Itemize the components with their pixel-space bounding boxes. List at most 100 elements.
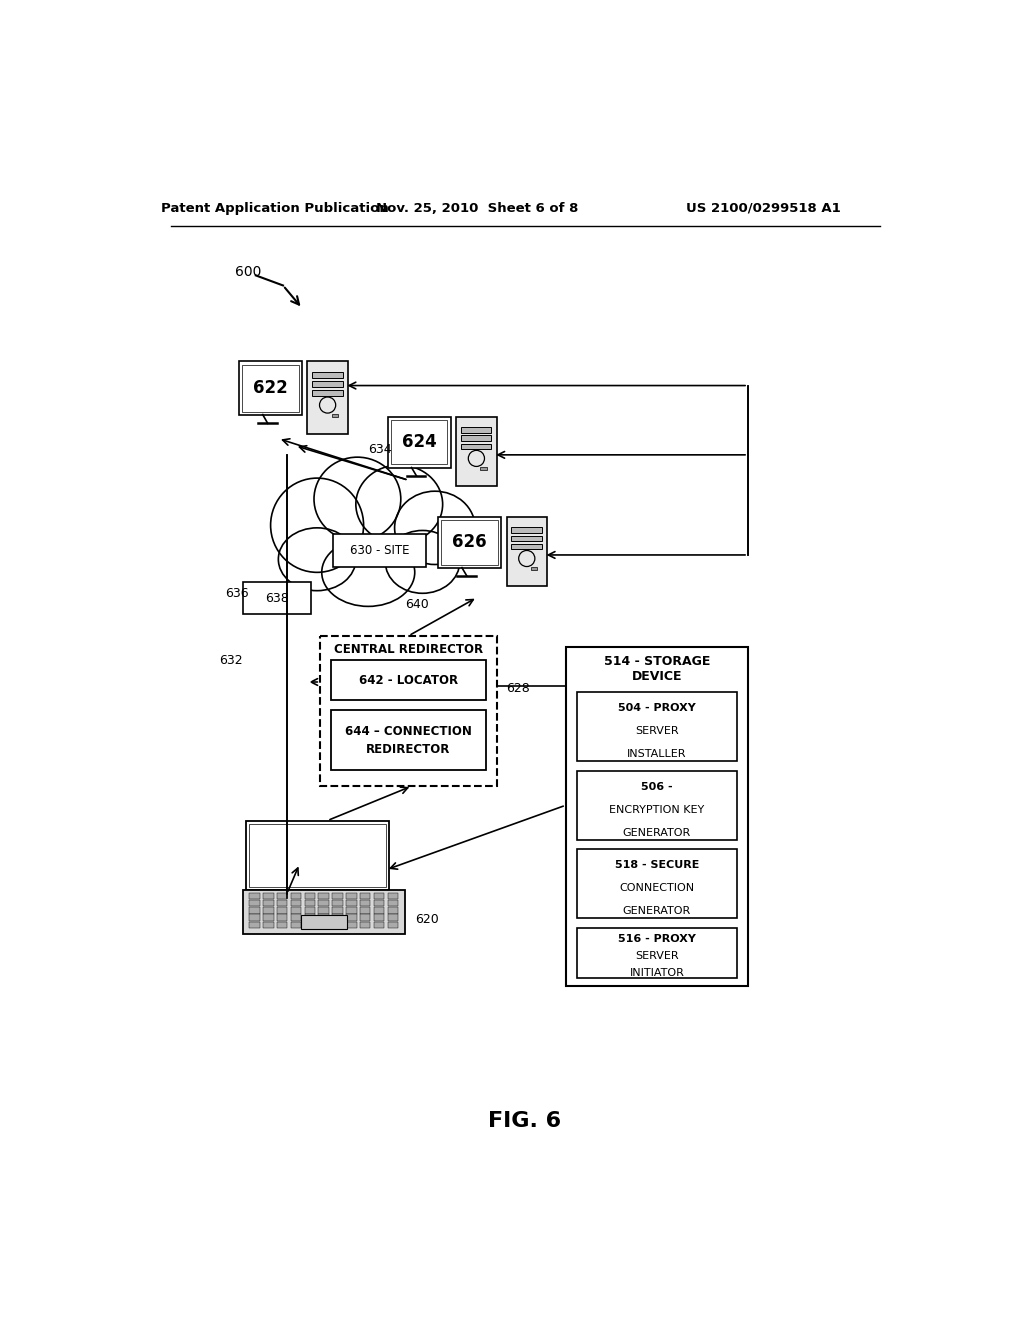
Bar: [577, 771, 737, 840]
Text: 516 - PROXY: 516 - PROXY: [618, 935, 696, 944]
Bar: [307, 362, 348, 434]
Text: 626: 626: [453, 533, 486, 552]
Bar: [291, 907, 301, 913]
Bar: [312, 372, 343, 379]
Text: 630 - SITE: 630 - SITE: [350, 544, 410, 557]
Bar: [438, 517, 501, 568]
Bar: [374, 915, 384, 920]
Bar: [359, 915, 371, 920]
Text: US 2100/0299518 A1: US 2100/0299518 A1: [686, 202, 841, 215]
Bar: [387, 900, 398, 907]
Text: FIG. 6: FIG. 6: [488, 1111, 561, 1131]
Bar: [249, 894, 260, 899]
Text: 642 - LOCATOR: 642 - LOCATOR: [359, 675, 458, 686]
Bar: [387, 907, 398, 913]
Bar: [441, 520, 498, 565]
Ellipse shape: [270, 478, 364, 573]
Text: INSTALLER: INSTALLER: [627, 750, 687, 759]
Text: 640: 640: [406, 598, 429, 611]
Bar: [276, 900, 288, 907]
Bar: [246, 821, 389, 890]
Bar: [276, 907, 288, 913]
Ellipse shape: [356, 465, 442, 544]
Text: DEVICE: DEVICE: [632, 671, 682, 684]
Bar: [332, 413, 338, 417]
Bar: [391, 420, 447, 465]
Bar: [318, 894, 329, 899]
Bar: [346, 894, 356, 899]
Text: CONNECTION: CONNECTION: [620, 883, 694, 894]
Bar: [332, 907, 343, 913]
Bar: [239, 362, 302, 414]
Bar: [263, 894, 273, 899]
Bar: [577, 692, 737, 762]
Bar: [374, 907, 384, 913]
Bar: [304, 915, 315, 920]
Bar: [387, 894, 398, 899]
Bar: [332, 915, 343, 920]
Bar: [249, 921, 260, 928]
Text: Patent Application Publication: Patent Application Publication: [162, 202, 389, 215]
Bar: [480, 467, 486, 470]
Bar: [312, 381, 343, 387]
Text: SERVER: SERVER: [635, 726, 679, 737]
Bar: [388, 417, 451, 467]
Bar: [263, 907, 273, 913]
Text: 634: 634: [369, 444, 392, 455]
Bar: [374, 900, 384, 907]
Text: 644 – CONNECTION: 644 – CONNECTION: [345, 725, 472, 738]
Bar: [359, 900, 371, 907]
Bar: [312, 389, 343, 396]
Bar: [249, 907, 260, 913]
Bar: [331, 710, 486, 770]
Bar: [291, 915, 301, 920]
Bar: [456, 417, 497, 486]
Bar: [276, 915, 288, 920]
Bar: [359, 907, 371, 913]
Text: 504 - PROXY: 504 - PROXY: [618, 704, 696, 713]
Bar: [332, 894, 343, 899]
Bar: [263, 915, 273, 920]
Bar: [304, 900, 315, 907]
Bar: [242, 364, 299, 412]
Text: 514 - STORAGE: 514 - STORAGE: [604, 655, 710, 668]
Text: INITIATOR: INITIATOR: [630, 968, 684, 978]
Bar: [243, 582, 311, 614]
Bar: [249, 900, 260, 907]
Text: 518 - SECURE: 518 - SECURE: [614, 861, 699, 870]
Bar: [321, 636, 497, 785]
Bar: [530, 566, 537, 570]
Ellipse shape: [314, 457, 400, 541]
Bar: [346, 915, 356, 920]
Text: 628: 628: [506, 681, 530, 694]
Text: Nov. 25, 2010  Sheet 6 of 8: Nov. 25, 2010 Sheet 6 of 8: [376, 202, 578, 215]
Bar: [331, 660, 486, 701]
Text: GENERATOR: GENERATOR: [623, 907, 691, 916]
Bar: [263, 921, 273, 928]
Text: 506 -: 506 -: [641, 781, 673, 792]
Bar: [318, 915, 329, 920]
Bar: [304, 894, 315, 899]
Bar: [359, 894, 371, 899]
Bar: [387, 915, 398, 920]
Bar: [291, 894, 301, 899]
Text: GENERATOR: GENERATOR: [623, 828, 691, 838]
Bar: [291, 900, 301, 907]
Text: 620: 620: [415, 912, 438, 925]
Bar: [511, 536, 542, 541]
Bar: [332, 900, 343, 907]
Bar: [346, 921, 356, 928]
Bar: [334, 535, 426, 566]
Text: 624: 624: [401, 433, 436, 451]
Bar: [507, 517, 547, 586]
Bar: [276, 894, 288, 899]
Bar: [374, 894, 384, 899]
Text: 636: 636: [225, 587, 249, 601]
Bar: [511, 527, 542, 533]
Bar: [332, 921, 343, 928]
Text: 638: 638: [265, 591, 289, 605]
Bar: [318, 921, 329, 928]
Bar: [291, 921, 301, 928]
Bar: [577, 849, 737, 919]
Bar: [304, 921, 315, 928]
